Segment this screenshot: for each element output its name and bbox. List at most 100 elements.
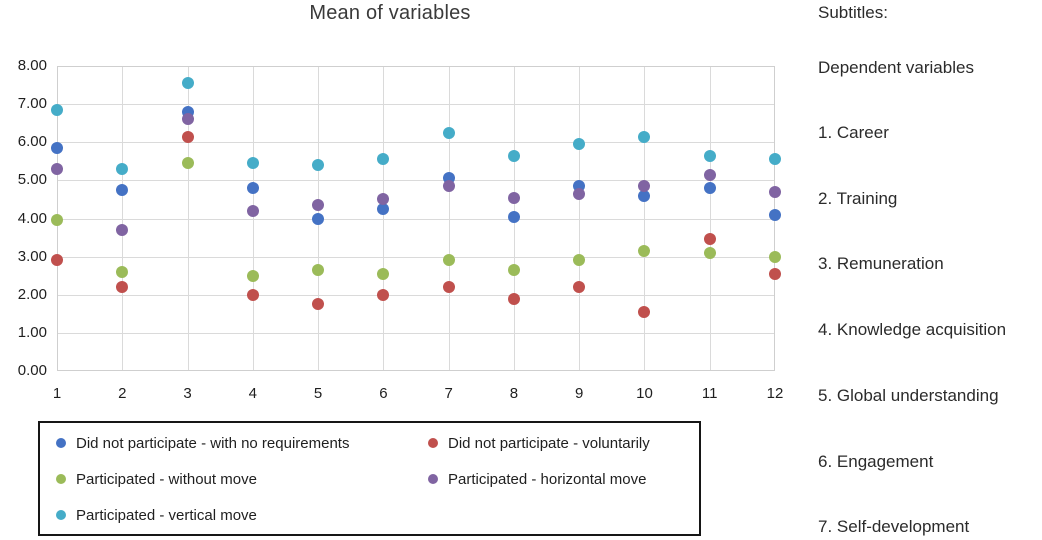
legend-item: Participated - without move (56, 461, 428, 497)
data-point (246, 157, 259, 170)
gridline (448, 66, 450, 371)
data-point (246, 269, 259, 282)
data-point (703, 233, 716, 246)
y-tick-label: 2.00 (17, 285, 47, 303)
subtitle-item: 2. Training (818, 189, 898, 208)
x-tick-label: 1 (52, 385, 62, 402)
subtitle-item: 7. Self-development (818, 517, 970, 536)
data-point (51, 103, 63, 116)
legend-marker-icon (56, 474, 66, 484)
x-tick-label: 8 (509, 385, 519, 402)
data-point (116, 183, 129, 196)
x-tick-label: 2 (118, 385, 127, 402)
data-point (573, 187, 586, 200)
data-point (246, 204, 259, 217)
legend-label: Did not participate - with no requiremen… (76, 434, 350, 452)
data-point (116, 162, 129, 175)
data-point (638, 189, 651, 202)
gridline (57, 294, 775, 296)
gridline (187, 66, 189, 371)
data-point (116, 265, 129, 278)
data-point (181, 113, 194, 126)
data-point (703, 149, 716, 162)
gridline (644, 66, 646, 371)
data-point (703, 246, 716, 259)
x-tick-label: 11 (701, 385, 718, 402)
data-point (507, 149, 520, 162)
data-point (442, 254, 455, 267)
data-point (507, 292, 520, 305)
gridline (57, 104, 775, 106)
legend-marker-icon (428, 474, 438, 484)
subtitles-panel: Subtitles: Dependent variables 1. Career… (818, 0, 1042, 540)
data-point (312, 263, 325, 276)
gridline (579, 66, 581, 371)
data-point (377, 193, 390, 206)
dependent-variables-heading: Dependent variables (818, 58, 974, 77)
data-point (507, 263, 520, 276)
data-point (312, 212, 325, 225)
legend-label: Participated - without move (76, 470, 257, 488)
subtitle-item: 1. Career (818, 123, 889, 142)
subtitle-item: 3. Remuneration (818, 254, 944, 273)
data-point (507, 191, 520, 204)
data-point (312, 199, 325, 212)
data-point (769, 208, 781, 221)
data-point (703, 182, 716, 194)
x-tick-label: 10 (636, 385, 653, 402)
data-point (181, 157, 194, 170)
data-point (769, 267, 781, 280)
gridline (57, 142, 775, 144)
x-tick-label: 5 (313, 385, 323, 402)
legend-item: Participated - vertical move (56, 497, 428, 533)
gridline (57, 332, 775, 334)
y-tick-label: 7.00 (17, 95, 47, 113)
legend-marker-icon (56, 510, 66, 520)
data-point (51, 254, 63, 267)
y-tick-label: 5.00 (17, 171, 47, 189)
data-point (638, 244, 651, 257)
gridline (57, 256, 775, 258)
subtitle-item: 6. Engagement (818, 452, 934, 471)
x-tick-label: 6 (379, 385, 388, 402)
chart-legend: Did not participate - with no requiremen… (38, 421, 701, 536)
data-point (769, 153, 781, 166)
y-tick-label: 6.00 (17, 133, 47, 151)
subtitles-heading: Subtitles: (818, 3, 888, 22)
data-point (442, 180, 455, 193)
data-point (507, 210, 520, 223)
data-point (769, 185, 781, 198)
y-tick-label: 3.00 (17, 247, 47, 265)
data-point (442, 281, 455, 294)
chart-title: Mean of variables (309, 2, 471, 24)
x-tick-label: 4 (248, 385, 257, 402)
data-point (573, 254, 586, 267)
data-point (638, 130, 651, 143)
data-point (312, 298, 325, 311)
data-point (573, 138, 586, 151)
data-point (181, 130, 194, 143)
data-point (703, 168, 716, 181)
data-point (51, 214, 63, 227)
subtitle-item: 4. Knowledge acquisition (818, 320, 1007, 339)
data-point (51, 162, 63, 175)
y-tick-label: 4.00 (17, 209, 47, 227)
y-tick-label: 0.00 (17, 362, 47, 379)
data-point (769, 250, 781, 263)
x-tick-label: 12 (766, 385, 784, 402)
data-point (442, 126, 455, 139)
plot-area (57, 66, 775, 371)
gridline (57, 180, 775, 182)
legend-item: Did not participate - with no requiremen… (56, 425, 428, 461)
data-point (377, 288, 390, 301)
data-point (246, 182, 259, 194)
data-point (638, 180, 651, 193)
data-point (246, 288, 259, 301)
gridline (383, 66, 385, 371)
legend-label: Participated - horizontal move (448, 470, 647, 488)
gridline (122, 66, 124, 371)
legend-item: Did not participate - voluntarily (428, 425, 699, 461)
data-point (377, 267, 390, 280)
legend-label: Participated - vertical move (76, 506, 257, 524)
